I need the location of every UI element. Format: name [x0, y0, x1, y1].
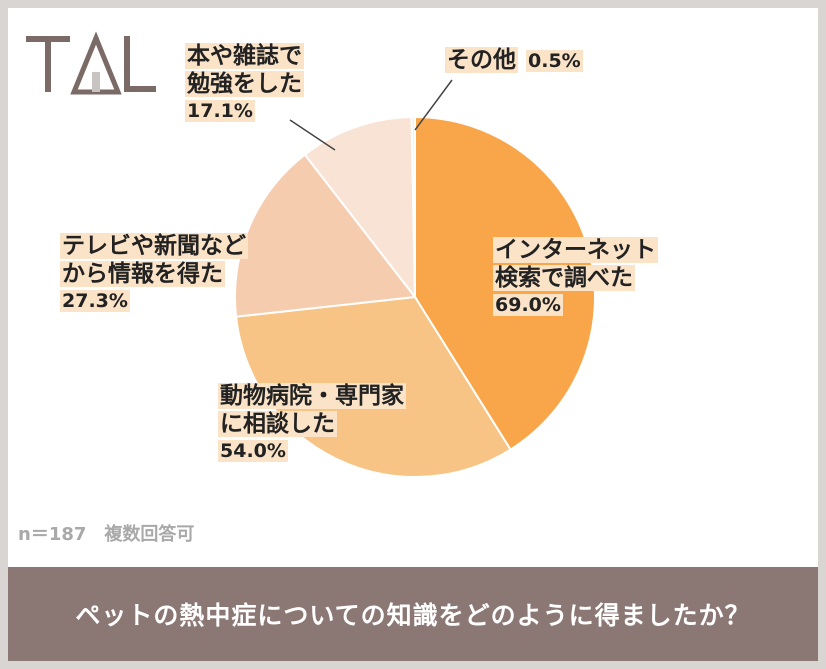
banner-title: ペットの熱中症についての知識をどのように得ましたか？ — [75, 601, 751, 630]
label-others: その他 0.5% — [445, 47, 583, 73]
label-vet: 動物病院・専門家 に相談した 54.0% — [218, 383, 406, 462]
label-internet: インターネット 検索で調べた 69.0% — [493, 237, 658, 316]
label-books: 本や雑誌で 勉強をした 17.1% — [185, 43, 304, 122]
slice-books — [303, 116, 417, 300]
leader-line-others — [414, 79, 453, 131]
slice-tv — [234, 153, 417, 318]
sample-note: n＝187 複数回答可 — [18, 524, 195, 545]
leader-line-books — [289, 119, 336, 151]
question-banner: ペットの熱中症についての知識をどのように得ましたか？ — [8, 567, 818, 661]
label-tv: テレビや新聞など から情報を得た 27.3% — [60, 233, 248, 312]
slice-others — [410, 115, 416, 298]
tal-logo — [26, 31, 156, 95]
